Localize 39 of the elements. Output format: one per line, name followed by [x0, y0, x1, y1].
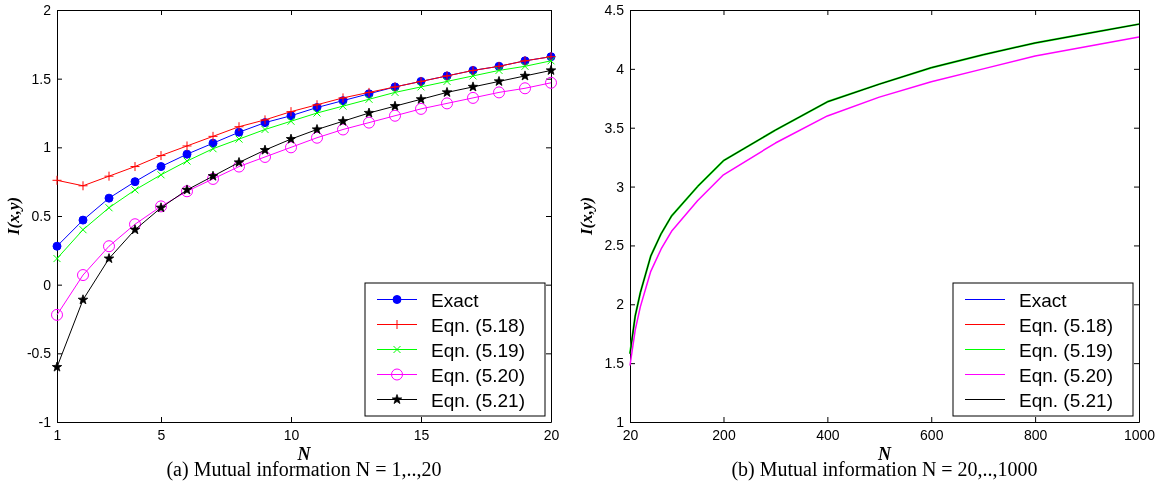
- legend-label: Exact: [1019, 289, 1068, 311]
- y-axis-title: I(x,y): [4, 196, 23, 237]
- y-tick-label: 3: [616, 178, 625, 195]
- y-tick-label: 1.5: [604, 355, 625, 372]
- x-tick-label: 15: [413, 426, 430, 443]
- legend-label: Eqn. (5.19): [1019, 339, 1113, 361]
- x-tick-label: 20: [543, 426, 560, 443]
- y-tick-label: 2: [616, 296, 625, 313]
- legend-label: Eqn. (5.18): [431, 314, 525, 336]
- y-axis-title: I(x,y): [577, 196, 596, 237]
- legend-label: Exact: [431, 289, 480, 311]
- x-tick-label: 20: [622, 426, 639, 443]
- x-tick-label: 1000: [1123, 426, 1156, 443]
- y-tick-label: 2.5: [604, 237, 625, 254]
- y-tick-label: 2: [43, 1, 52, 18]
- y-tick-label: 1: [43, 139, 52, 156]
- y-tick-label: 1.5: [31, 70, 52, 87]
- legend-label: Eqn. (5.18): [1019, 314, 1113, 336]
- legend-label: Eqn. (5.21): [1019, 389, 1113, 411]
- legend-label: Eqn. (5.21): [431, 389, 525, 411]
- legend-label: Eqn. (5.20): [1019, 364, 1113, 386]
- y-tick-label: 0: [43, 276, 52, 293]
- x-axis-title: N: [877, 444, 892, 464]
- y-tick-label: 3.5: [604, 119, 625, 136]
- legend-label: Eqn. (5.20): [431, 364, 525, 386]
- x-tick-label: 800: [1023, 426, 1048, 443]
- x-tick-label: 5: [157, 426, 166, 443]
- x-axis-title: N: [296, 444, 312, 464]
- y-tick-label: 1: [616, 413, 625, 430]
- y-tick-label: -1: [38, 413, 52, 430]
- y-tick-label: 4: [616, 60, 625, 77]
- x-tick-label: 400: [816, 426, 840, 443]
- x-tick-label: 600: [920, 426, 944, 443]
- legend-label: Eqn. (5.19): [431, 339, 525, 361]
- x-tick-label: 200: [712, 426, 736, 443]
- x-tick-label: 10: [283, 426, 300, 443]
- y-tick-label: 0.5: [31, 207, 52, 224]
- y-tick-label: -0.5: [26, 345, 52, 362]
- y-tick-label: 4.5: [604, 1, 625, 18]
